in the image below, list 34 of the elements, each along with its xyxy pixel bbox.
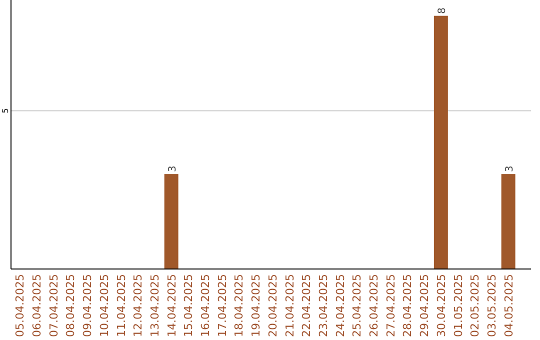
x-tick-label: 04.05.2025 [502,274,516,337]
x-tick-label: 23.04.2025 [316,274,330,337]
x-tick-label: 11.04.2025 [114,274,128,337]
x-tick-label: 10.04.2025 [98,274,111,337]
x-tick-label: 19.04.2025 [250,274,263,337]
x-tick-label: 22.04.2025 [300,274,314,337]
x-tick-label: 01.05.2025 [452,274,465,337]
x-tick-label: 06.04.2025 [30,274,44,337]
x-tick-label: 14.04.2025 [165,274,178,337]
x-tick-label: 24.04.2025 [334,274,347,337]
x-tick-label: 07.04.2025 [47,274,60,337]
data-label: 3 [504,166,516,172]
x-tick-label: 26.04.2025 [368,274,381,337]
x-tick-label: 08.04.2025 [64,274,78,337]
x-tick-label: 20.04.2025 [266,274,280,337]
x-tick-label: 16.04.2025 [199,274,212,337]
x-tick-label: 09.04.2025 [81,274,94,337]
x-tick-label: 28.04.2025 [401,274,414,337]
x-tick-label: 12.04.2025 [132,274,145,337]
data-label: 3 [167,166,178,172]
x-tick-label: 18.04.2025 [232,274,246,337]
x-tick-label: 03.05.2025 [485,274,498,337]
x-tick-label: 15.04.2025 [182,274,196,337]
x-tick-label: 21.04.2025 [283,274,296,337]
x-tick-label: 05.04.2025 [14,274,27,337]
y-tick-label: 5 [1,108,10,114]
x-tick-label: 17.04.2025 [216,274,229,337]
x-tick-label: 02.05.2025 [468,274,482,337]
data-label: 8 [436,7,448,14]
x-tick-label: 13.04.2025 [148,274,162,337]
x-tick-label: 25.04.2025 [350,274,364,337]
x-tick-label: 30.04.2025 [434,274,448,337]
x-tick-label: 29.04.2025 [418,274,432,337]
x-tick-label: 27.04.2025 [384,274,398,337]
